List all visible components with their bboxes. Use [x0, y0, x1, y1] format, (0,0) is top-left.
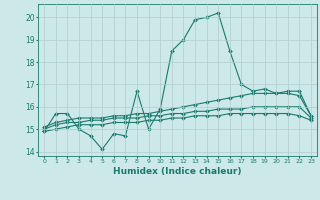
- X-axis label: Humidex (Indice chaleur): Humidex (Indice chaleur): [113, 167, 242, 176]
